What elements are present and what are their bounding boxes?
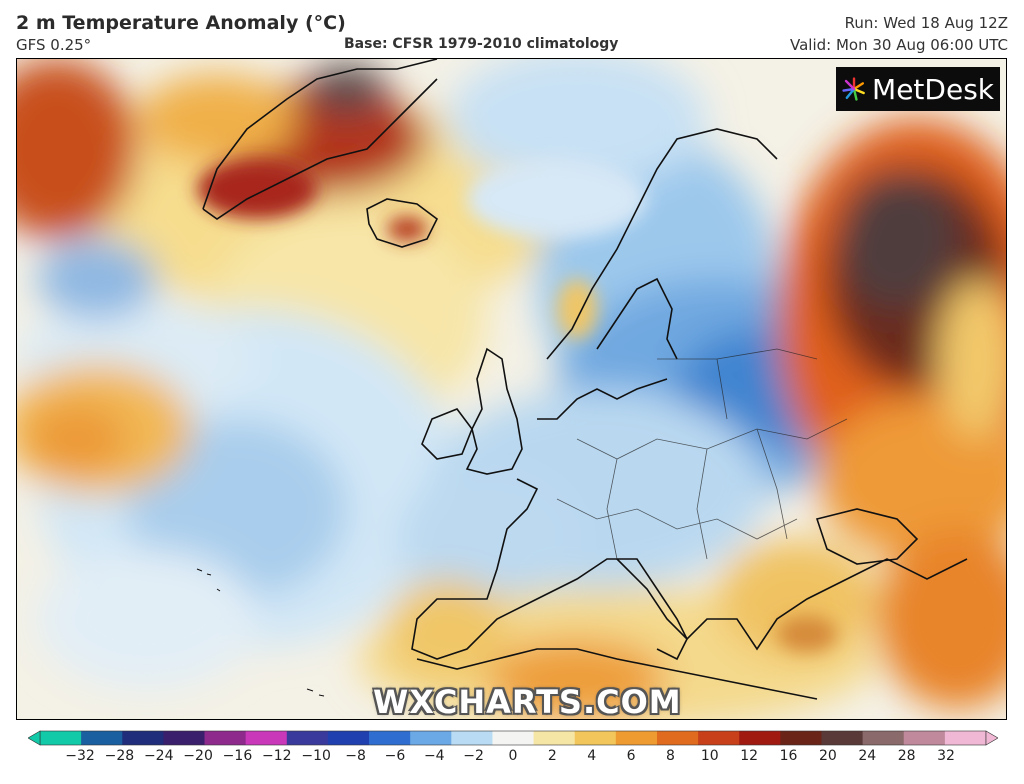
metdesk-logo: MetDesk: [836, 67, 1000, 111]
legend-tick-label: −24: [143, 748, 174, 764]
legend-tick-label: −12: [262, 748, 292, 764]
legend-tick-label: 28: [897, 748, 916, 764]
country-borders: [556, 348, 848, 560]
legend-color-bin: [40, 731, 82, 745]
legend-left-arrow: [28, 730, 41, 746]
legend-tick-label: −28: [104, 748, 135, 764]
legend-color-bin: [903, 731, 946, 745]
legend-color-bin: [492, 731, 535, 745]
legend-color-bin: [698, 731, 740, 745]
legend-tick-label: −4: [423, 748, 445, 764]
legend-color-bin: [122, 731, 164, 745]
legend-color-bin: [780, 731, 823, 745]
legend-right-arrow: [985, 730, 998, 746]
legend-color-bin: [821, 731, 864, 745]
legend-tick-label: 12: [740, 748, 759, 764]
legend-tick-label: 6: [626, 748, 636, 764]
legend-color-bin: [656, 731, 699, 745]
legend-ticks: −32 −28 −24 −20 −16 −12 −10 −8 −6 −4 −2 0 2 4 6 8 10 12 16…: [0, 748, 1024, 772]
legend-tick-label: 20: [818, 748, 837, 764]
climatology-base-label: Base: CFSR 1979-2010 climatology: [344, 36, 619, 52]
legend-tick-label: −2: [463, 748, 484, 764]
legend-color-bin: [862, 731, 905, 745]
legend-color-bin: [739, 731, 781, 745]
legend-color-bin: [574, 731, 617, 745]
legend-tick-label: 24: [858, 748, 877, 764]
legend-colorbar: [28, 730, 998, 746]
legend-tick-label: 10: [700, 748, 719, 764]
legend-tick-label: 4: [587, 748, 597, 764]
legend-color-bin: [204, 731, 247, 745]
legend-color-bin: [451, 731, 494, 745]
legend-tick-label: 32: [937, 748, 955, 764]
legend-tick-label: −10: [301, 748, 331, 764]
legend-color-bin: [245, 731, 288, 745]
legend-tick-label: −32: [65, 748, 95, 764]
legend-tick-label: −16: [222, 748, 253, 764]
legend-tick-label: −20: [183, 748, 213, 764]
run-time-label: Run: Wed 18 Aug 12Z: [844, 14, 1008, 32]
legend-tick-label: 2: [547, 748, 557, 764]
legend-tick-label: 8: [665, 748, 675, 764]
temperature-anomaly-map: MetDesk WXCHARTS.COM: [16, 58, 1007, 720]
legend-color-bin: [533, 731, 576, 745]
legend-color-bin: [410, 731, 452, 745]
metdesk-logo-text: MetDesk: [872, 72, 994, 106]
legend-color-bin: [615, 731, 658, 745]
islands: [196, 568, 325, 697]
model-label: GFS 0.25°: [16, 36, 92, 54]
legend-tick-label: −8: [345, 748, 366, 764]
legend-color-bin: [369, 731, 411, 745]
legend-color-bin: [81, 731, 123, 745]
valid-time-label: Valid: Mon 30 Aug 06:00 UTC: [789, 36, 1008, 54]
coastlines: [202, 59, 968, 700]
legend-color-bin: [286, 731, 329, 745]
legend-color-bin: [163, 731, 206, 745]
legend-tick-label: −6: [384, 748, 406, 764]
map-title: 2 m Temperature Anomaly (°C): [16, 12, 346, 34]
legend-tick-label: 16: [779, 748, 798, 764]
legend-color-bin: [944, 731, 987, 745]
legend-tick-label: 0: [508, 748, 518, 764]
anomaly-field: [17, 59, 1006, 719]
metdesk-star-icon: [842, 77, 865, 101]
map-canvas: [17, 59, 1006, 719]
wxcharts-watermark: WXCHARTS.COM: [373, 683, 682, 720]
legend-color-bin: [327, 731, 370, 745]
